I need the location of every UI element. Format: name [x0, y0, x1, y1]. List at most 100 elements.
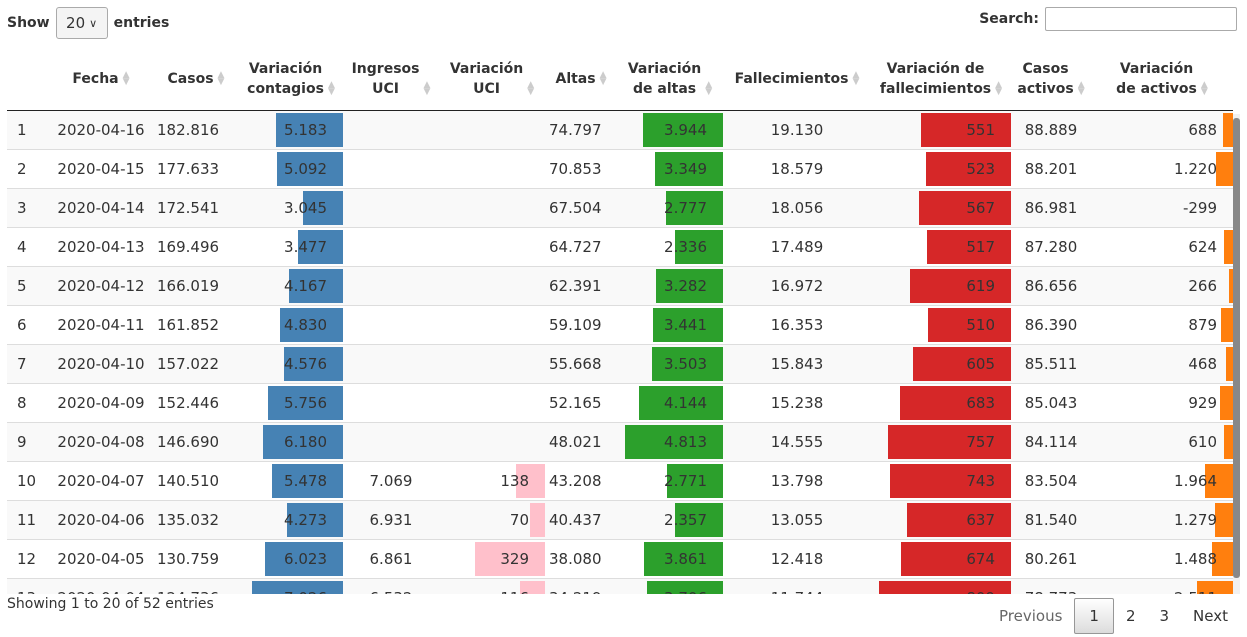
header-line2: fallecimientos: [879, 81, 992, 97]
data-bar: [652, 308, 723, 342]
cell-fecha: 2020-04-15: [49, 149, 153, 189]
header-line2: UCI: [372, 81, 399, 97]
header-col-casos-activos[interactable]: Casos activos ▲ ▼: [1011, 48, 1091, 111]
page-button-3[interactable]: 3: [1159, 607, 1170, 625]
cell-var-uci: 116: [439, 578, 545, 594]
page-button-2[interactable]: 2: [1125, 607, 1136, 625]
table-row: 11 2020-04-06 135.032 4.273 6.931 70 40.437 2.3…: [7, 500, 1233, 540]
cell-var-uci: [439, 305, 545, 345]
data-bar: [1205, 464, 1233, 498]
cell-fallecimientos: 18.056: [723, 188, 871, 228]
cell-fallecimientos: 16.972: [723, 266, 871, 306]
header-col-index: [7, 48, 49, 111]
header-col-casos[interactable]: Casos ▲ ▼: [153, 48, 239, 111]
cell-idx: 6: [7, 305, 49, 345]
bar-value: 610: [1188, 433, 1217, 451]
cell-var-altas: 3.349: [617, 149, 723, 189]
cell-var-activos: -299: [1091, 188, 1233, 228]
cell-var-altas: 3.441: [617, 305, 723, 345]
table-row: 132020-04-04124.7367.026 6.532116 34.2193.…: [7, 578, 1233, 594]
cell-var-activos: 688: [1091, 110, 1233, 150]
cell-var-fall: 757: [871, 422, 1011, 462]
cell-fallecimientos: 12.418: [723, 539, 871, 579]
data-bar: [288, 269, 343, 303]
cell-casos: 177.633: [153, 149, 239, 189]
data-bar: [1219, 386, 1233, 420]
sort-icon: ▲ ▼: [1077, 80, 1085, 97]
header-col-ingresos-uci[interactable]: Ingresos UCI ▲ ▼: [343, 48, 439, 111]
header-col-fallecimientos[interactable]: Fallecimientos ▲ ▼: [723, 48, 871, 111]
data-bar: [297, 230, 343, 264]
header-col-var-contagios[interactable]: Variación contagios ▲ ▼: [239, 48, 343, 111]
data-bar: [910, 269, 1011, 303]
cell-var-uci: [439, 344, 545, 384]
data-bar: [656, 269, 723, 303]
cell-ingresos-uci: [343, 266, 439, 306]
cell-var-activos: 624: [1091, 227, 1233, 267]
cell-ingresos-uci: [343, 344, 439, 384]
header-line1: Fecha: [72, 71, 119, 87]
table-info: Showing 1 to 20 of 52 entries: [7, 596, 214, 612]
bar-value: 2.771: [664, 472, 707, 490]
previous-page-button[interactable]: Previous: [999, 607, 1063, 625]
length-control: Show 20 ∨ entries: [7, 7, 169, 39]
header-line2: activos: [1017, 81, 1074, 97]
table-scroll-area[interactable]: Fecha ▲ ▼ Casos ▲ ▼ Variación contagios ▲ ▼ Ingres…: [7, 48, 1240, 594]
cell-var-fall: 567: [871, 188, 1011, 228]
bar-value: 3.349: [664, 160, 707, 178]
search-control: Search:: [979, 7, 1237, 31]
header-label: Altas: [555, 69, 595, 89]
cell-var-uci: [439, 266, 545, 306]
header-line2: de altas: [632, 81, 697, 97]
data-bar: [921, 113, 1011, 147]
data-bar: [647, 581, 723, 594]
vertical-scrollbar[interactable]: [1233, 114, 1240, 594]
search-input[interactable]: [1045, 7, 1237, 31]
header-col-var-altas[interactable]: Variación de altas ▲ ▼: [617, 48, 723, 111]
header-col-var-fallecimientos[interactable]: Variación de fallecimientos ▲ ▼: [871, 48, 1011, 111]
cell-var-uci: [439, 188, 545, 228]
bar-value: 266: [1188, 277, 1217, 295]
cell-altas: 38.080: [545, 539, 617, 579]
bar-value: 1.220: [1174, 160, 1217, 178]
bar-value: 5.756: [284, 394, 327, 412]
cell-altas: 52.165: [545, 383, 617, 423]
cell-casos: 161.852: [153, 305, 239, 345]
data-bar: [907, 503, 1011, 537]
bar-value: 605: [966, 355, 995, 373]
cell-var-activos: 1.488: [1091, 539, 1233, 579]
page-button-1[interactable]: 1: [1074, 598, 1114, 634]
header-col-var-activos[interactable]: Variación de activos ▲ ▼: [1091, 48, 1233, 111]
scrollbar-thumb[interactable]: [1233, 118, 1240, 578]
bar-value: 2.357: [664, 511, 707, 529]
cell-ingresos-uci: [343, 188, 439, 228]
chevron-down-icon: ∨: [89, 16, 98, 30]
cell-activos: 86.390: [1011, 305, 1091, 345]
cell-activos: 86.656: [1011, 266, 1091, 306]
cell-altas: 40.437: [545, 500, 617, 540]
cell-fecha: 2020-04-10: [49, 344, 153, 384]
cell-fallecimientos: 18.579: [723, 149, 871, 189]
header-label: Ingresos UCI: [352, 59, 420, 99]
data-bar: [1220, 308, 1233, 342]
table-row: 9 2020-04-08 146.690 6.180 48.021 4.813 14.555…: [7, 422, 1233, 462]
header-line1: Ingresos: [351, 61, 420, 77]
header-col-var-uci[interactable]: Variación UCI ▲ ▼: [439, 48, 545, 111]
cell-activos: 88.201: [1011, 149, 1091, 189]
entries-select[interactable]: 20 ∨: [55, 7, 108, 39]
header-line1: Variación de: [886, 61, 985, 77]
cell-casos: 166.019: [153, 266, 239, 306]
cell-var-activos: 1.220: [1091, 149, 1233, 189]
data-bar: [666, 191, 723, 225]
header-col-fecha[interactable]: Fecha ▲ ▼: [49, 48, 153, 111]
next-page-button[interactable]: Next: [1193, 607, 1228, 625]
cell-var-uci: 70: [439, 500, 545, 540]
cell-var-activos: 610: [1091, 422, 1233, 462]
header-col-altas[interactable]: Altas ▲ ▼: [545, 48, 617, 111]
data-bar: [515, 464, 545, 498]
bar-value: 4.144: [664, 394, 707, 412]
cell-fecha: 2020-04-16: [49, 110, 153, 150]
cell-var-altas: 4.144: [617, 383, 723, 423]
cell-var-contagios: 4.273: [239, 500, 343, 540]
bar-value: 5.092: [284, 160, 327, 178]
